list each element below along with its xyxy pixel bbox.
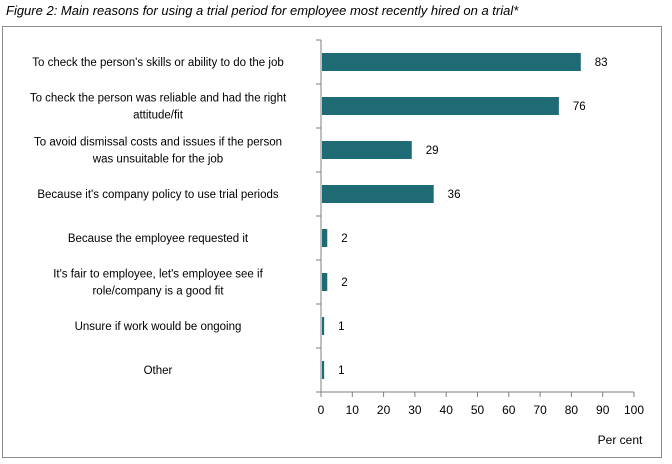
category-label: Because it's company policy to use trial… xyxy=(37,189,279,201)
chart-frame xyxy=(2,26,662,458)
x-tick-label: 70 xyxy=(533,403,547,417)
value-label: 29 xyxy=(426,145,439,157)
value-label: 83 xyxy=(595,57,608,69)
value-label: 76 xyxy=(573,101,586,113)
x-tick-label: 100 xyxy=(624,403,644,417)
x-tick-label: 30 xyxy=(408,403,422,417)
category-label: To avoid dismissal costs and issues if t… xyxy=(34,137,282,149)
category-label: To check the person's skills or ability … xyxy=(32,57,284,69)
value-label: 1 xyxy=(338,365,344,377)
x-tick-label: 90 xyxy=(596,403,610,417)
bar xyxy=(322,185,434,203)
bar xyxy=(322,141,412,159)
value-label: 2 xyxy=(341,277,347,289)
category-label: was unsuitable for the job xyxy=(92,154,223,166)
bar xyxy=(322,53,581,71)
category-label: role/company is a good fit xyxy=(92,286,224,298)
x-tick-label: 20 xyxy=(377,403,391,417)
category-label: attitude/fit xyxy=(133,110,184,122)
bar xyxy=(322,229,328,247)
x-axis-title: Per cent xyxy=(598,433,643,447)
bar xyxy=(322,273,328,291)
value-label: 1 xyxy=(338,321,344,333)
x-tick-label: 10 xyxy=(346,403,360,417)
x-tick-label: 40 xyxy=(440,403,454,417)
value-label: 36 xyxy=(448,189,461,201)
category-label: Because the employee requested it xyxy=(68,233,249,245)
bar xyxy=(322,97,559,115)
x-tick-label: 50 xyxy=(471,403,485,417)
x-tick-label: 60 xyxy=(502,403,516,417)
value-label: 2 xyxy=(341,233,347,245)
bar xyxy=(322,361,325,379)
category-label: It's fair to employee, let's employee se… xyxy=(53,269,263,281)
category-label: Unsure if work would be ongoing xyxy=(75,321,242,333)
category-label: To check the person was reliable and had… xyxy=(30,93,287,105)
x-tick-label: 0 xyxy=(318,403,325,417)
bar xyxy=(322,317,325,335)
category-label: Other xyxy=(144,365,173,377)
figure-title: Figure 2: Main reasons for using a trial… xyxy=(6,3,519,18)
x-tick-label: 80 xyxy=(565,403,579,417)
